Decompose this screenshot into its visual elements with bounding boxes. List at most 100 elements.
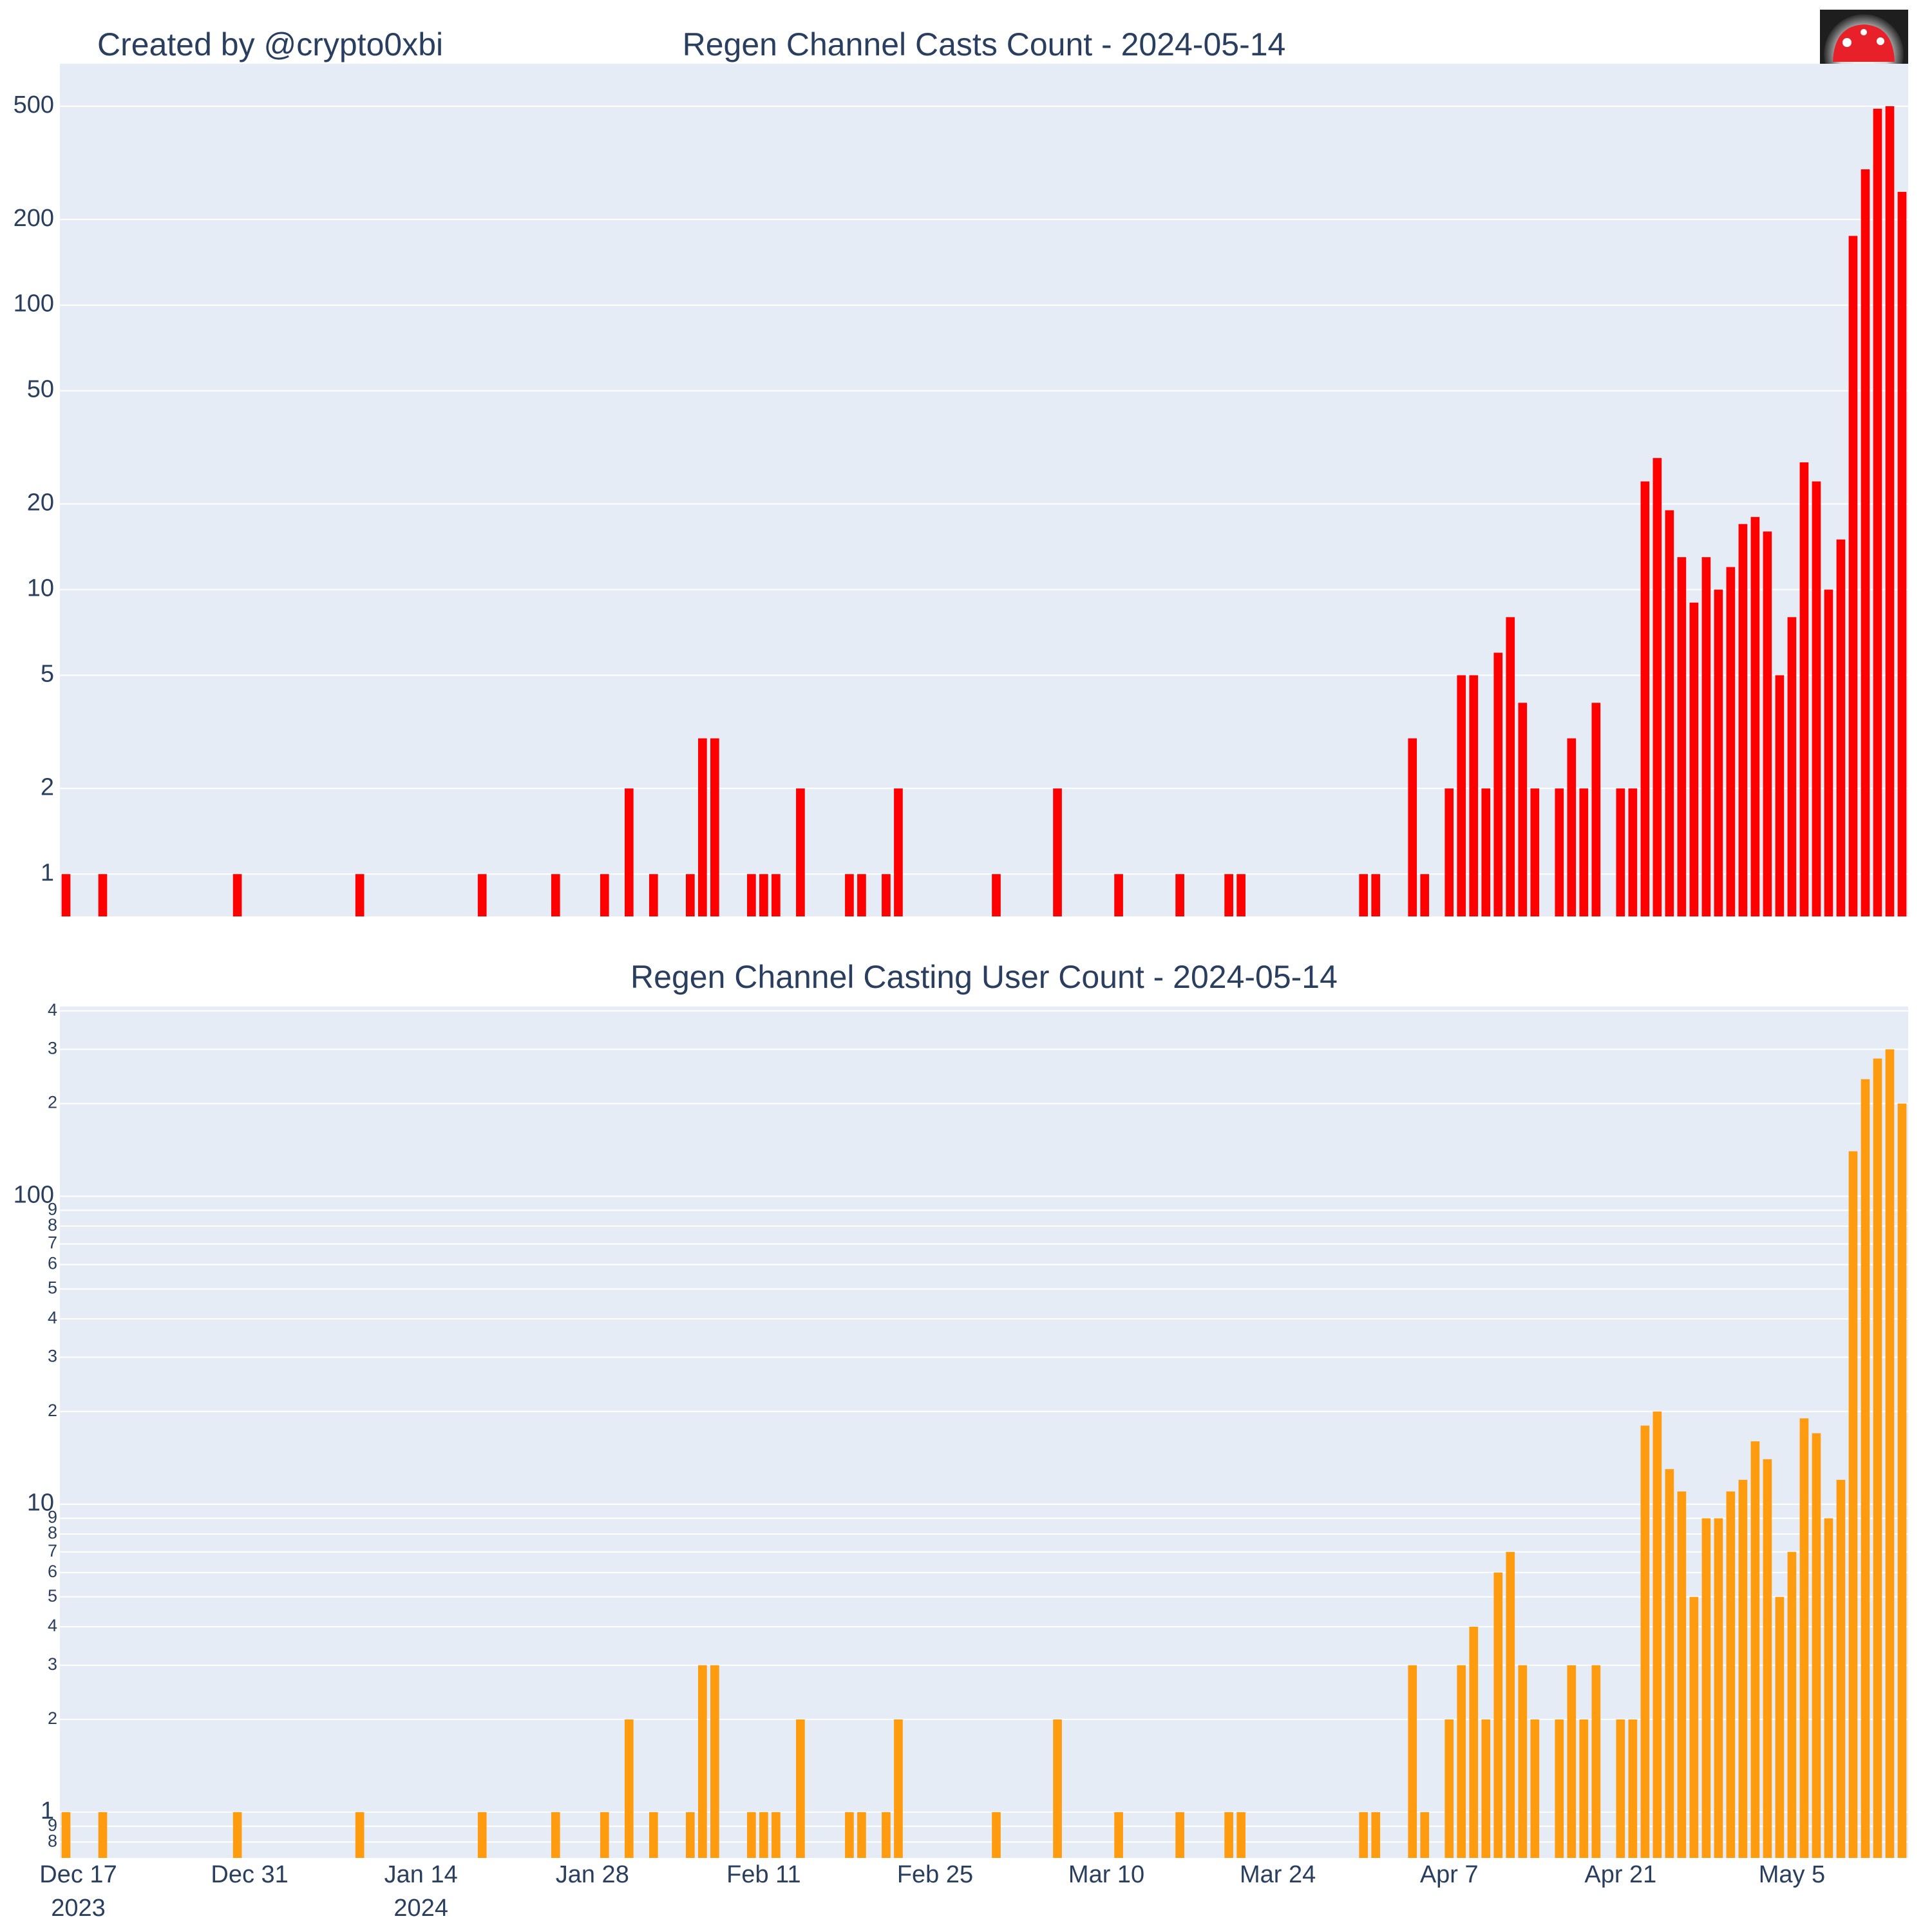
bar xyxy=(1408,738,1417,916)
y-tick-label: 9 xyxy=(48,1200,57,1219)
logo-spot xyxy=(1842,38,1852,47)
bar xyxy=(698,1665,707,1858)
bar xyxy=(1555,788,1564,916)
bar xyxy=(600,874,609,916)
bar xyxy=(857,1812,866,1858)
bar xyxy=(477,1812,487,1858)
bar xyxy=(845,1812,854,1858)
bar xyxy=(1628,788,1638,916)
y-tick-label: 200 xyxy=(14,205,54,232)
bar xyxy=(1506,617,1515,916)
bar xyxy=(1591,1665,1601,1858)
bar xyxy=(1567,1665,1577,1858)
bar xyxy=(1885,106,1895,916)
bar xyxy=(1861,169,1870,916)
y-tick-label: 100 xyxy=(14,1182,54,1209)
bar xyxy=(98,1812,108,1858)
x-tick-line: May 5 xyxy=(1759,1861,1825,1888)
bar xyxy=(992,1812,1001,1858)
bar xyxy=(1665,1469,1674,1858)
bar xyxy=(1897,1103,1907,1858)
bar xyxy=(747,1812,756,1858)
bar xyxy=(1799,462,1809,916)
bar xyxy=(1665,510,1674,916)
x-tick-label: May 5 xyxy=(1759,1861,1825,1888)
bar xyxy=(1701,557,1711,916)
bar xyxy=(1775,1596,1785,1858)
bar xyxy=(1493,652,1503,916)
bar xyxy=(1371,874,1381,916)
bar xyxy=(232,874,242,916)
bar xyxy=(759,874,768,916)
bar xyxy=(1812,1433,1821,1858)
bar xyxy=(624,788,634,916)
y-tick-label: 6 xyxy=(48,1254,57,1273)
y-tick-label: 10 xyxy=(27,1490,54,1517)
x-tick-label: Jan 14 2024 xyxy=(384,1861,458,1922)
bar xyxy=(894,1719,903,1858)
bar xyxy=(1848,236,1858,916)
bar xyxy=(882,1812,891,1858)
bar xyxy=(1750,516,1760,916)
bar xyxy=(1738,1479,1748,1858)
bar xyxy=(624,1719,634,1858)
bar xyxy=(1114,874,1123,916)
y-tick-label: 3 xyxy=(48,1039,57,1058)
bar xyxy=(1236,1812,1245,1858)
bar xyxy=(1518,703,1528,916)
bar xyxy=(1726,1491,1736,1858)
y-tick-label: 7 xyxy=(48,1233,57,1253)
y-tick-label: 2 xyxy=(48,1401,57,1420)
x-tick-line: Mar 24 xyxy=(1240,1861,1316,1888)
bar xyxy=(551,1812,560,1858)
bar xyxy=(1408,1665,1417,1858)
y-tick-label: 5 xyxy=(48,1586,57,1605)
bar xyxy=(1506,1551,1515,1858)
bar xyxy=(1689,602,1699,916)
x-tick-label: Apr 7 xyxy=(1420,1861,1479,1888)
x-tick-line: Jan 14 xyxy=(384,1861,458,1888)
logo-cap xyxy=(1833,24,1895,62)
x-tick-label: Jan 28 xyxy=(556,1861,629,1888)
y-tick-label: 2 xyxy=(41,773,54,800)
bar xyxy=(1750,1441,1760,1858)
bar xyxy=(1677,557,1687,916)
bar xyxy=(1224,1812,1233,1858)
logo-spot xyxy=(1861,29,1867,35)
bar xyxy=(1481,1719,1491,1858)
bar xyxy=(1640,481,1650,916)
bar xyxy=(845,874,854,916)
bar xyxy=(1775,675,1785,916)
bar xyxy=(1812,481,1821,916)
bar xyxy=(61,1812,71,1858)
bar xyxy=(894,788,903,916)
bar xyxy=(1763,1459,1772,1858)
bar xyxy=(1175,874,1184,916)
bar xyxy=(1457,1665,1466,1858)
y-tick-label: 5 xyxy=(41,661,54,688)
chart-title: Regen Channel Casts Count - 2024-05-14 xyxy=(683,26,1286,62)
bar xyxy=(1653,458,1662,916)
x-tick-label: Apr 21 xyxy=(1584,1861,1656,1888)
x-tick-label: Mar 24 xyxy=(1240,1861,1316,1888)
y-tick-label: 6 xyxy=(48,1562,57,1581)
y-tick-label: 100 xyxy=(14,290,54,317)
bar xyxy=(772,1812,781,1858)
bar xyxy=(1420,874,1430,916)
credit-annotation: Created by @crypto0xbi xyxy=(97,26,443,62)
bar xyxy=(1714,1518,1723,1858)
bar xyxy=(685,874,695,916)
bar xyxy=(882,874,891,916)
y-tick-label: 50 xyxy=(27,376,54,403)
y-tick-label: 8 xyxy=(48,1831,57,1850)
bar xyxy=(1738,524,1748,916)
y-tick-label: 4 xyxy=(48,1616,57,1635)
bar xyxy=(232,1812,242,1858)
bar xyxy=(1701,1518,1711,1858)
y-tick-label: 1 xyxy=(41,859,54,886)
bar xyxy=(1763,531,1772,916)
bar xyxy=(1236,874,1245,916)
x-tick-line: 2024 xyxy=(393,1895,448,1922)
bar xyxy=(759,1812,768,1858)
bar xyxy=(857,874,866,916)
